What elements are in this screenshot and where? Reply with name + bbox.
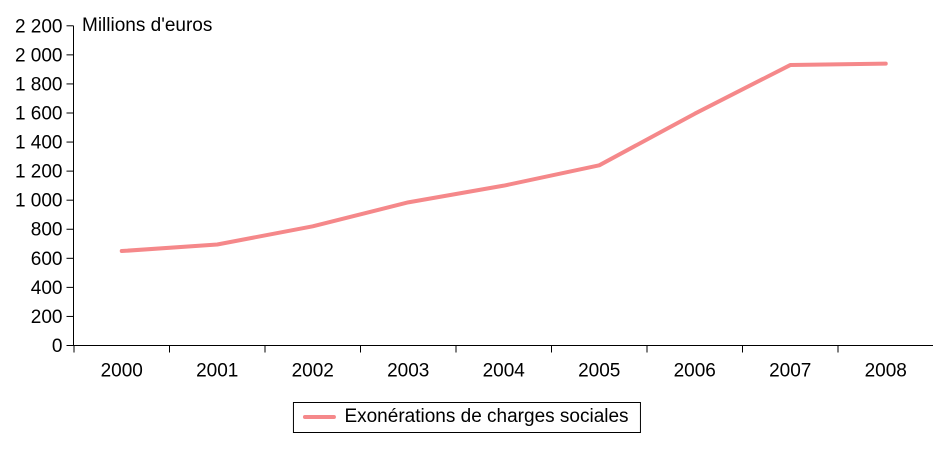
x-tick-label: 2004 [483,361,526,382]
y-tick-label: 1 000 [15,191,63,212]
x-tick-label: 2007 [769,361,811,382]
series-line [119,61,888,254]
y-tick-label: 1 600 [15,103,63,124]
x-tick-label: 2003 [387,361,429,382]
legend-label: Exonérations de charges sociales [344,406,629,427]
y-tick-label: 2 000 [15,45,63,66]
y-tick-label: 600 [31,249,63,270]
x-tick-label: 2008 [865,361,907,382]
y-tick-label: 1 200 [15,162,63,183]
x-tick-label: 2005 [578,361,620,382]
y-tick-label: 0 [52,336,63,357]
y-tick-label: 400 [31,278,63,299]
y-tick-label: 1 400 [15,133,63,154]
legend-box: Exonérations de charges sociales [292,402,641,433]
x-tick-label: 2001 [196,361,238,382]
x-tick-label: 2006 [674,361,716,382]
chart-title: Millions d'euros [82,15,213,36]
y-tick-label: 2 200 [15,16,63,37]
legend-line-marker-icon [302,415,336,419]
x-tick-label: 2000 [101,361,143,382]
y-tick-label: 800 [31,220,63,241]
y-tick-label: 1 800 [15,74,63,95]
x-tick-label: 2002 [292,361,334,382]
y-tick-label: 200 [31,307,63,328]
